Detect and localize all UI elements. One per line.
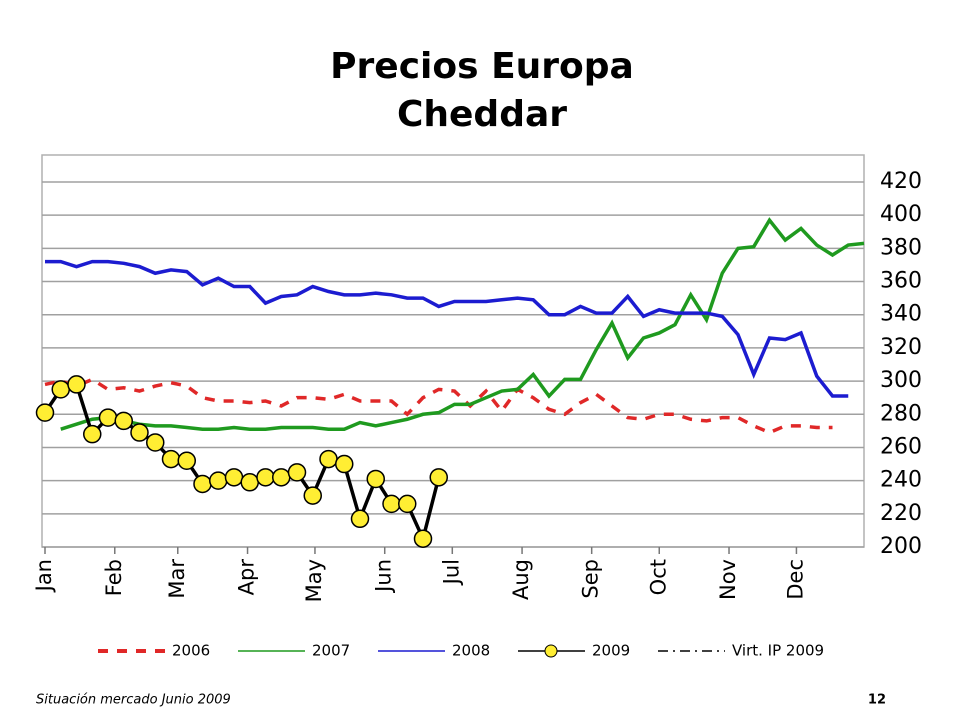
y-tick-label: 320 <box>880 335 922 360</box>
marker <box>240 473 259 492</box>
x-tick-label: Nov <box>716 559 740 600</box>
marker <box>413 529 433 548</box>
y-tick-label: 280 <box>880 401 922 426</box>
x-tick-label: Sep <box>579 559 603 599</box>
y-tick-label: 220 <box>880 501 922 526</box>
x-tick-label: Jun <box>372 559 396 594</box>
marker <box>366 469 385 489</box>
x-tick-label: Oct <box>646 559 670 595</box>
marker <box>209 471 228 490</box>
marker <box>335 454 354 474</box>
y-tick-label: 340 <box>880 302 922 327</box>
marker <box>114 411 133 431</box>
legend-label: 2006 <box>172 642 210 660</box>
marker <box>193 474 212 494</box>
series-line <box>43 382 441 544</box>
y-tick-label: 400 <box>880 202 922 227</box>
series-line <box>60 217 865 431</box>
marker <box>35 403 55 422</box>
legend-label: 2007 <box>312 642 350 660</box>
marker <box>256 468 275 487</box>
x-tick-label: Feb <box>102 559 126 596</box>
marker <box>287 463 307 482</box>
marker <box>319 449 338 469</box>
marker <box>382 494 401 514</box>
y-tick-label: 260 <box>880 434 922 459</box>
x-tick-label: May <box>302 559 326 602</box>
y-tick-label: 380 <box>880 235 922 260</box>
marker <box>51 380 70 399</box>
y-tick-label: 240 <box>880 468 922 493</box>
x-tick-label: Jul <box>439 559 463 586</box>
marker <box>130 423 149 442</box>
x-tick-label: Apr <box>235 559 259 596</box>
page-number: 12 <box>868 693 886 708</box>
marker <box>161 449 181 469</box>
plot-frame <box>41 154 865 548</box>
chart-subtitle: Cheddar <box>397 94 567 135</box>
legend-label: 2008 <box>452 642 490 660</box>
chart-title: Precios Europa <box>330 46 634 87</box>
legend-label: 2009 <box>592 642 630 660</box>
x-tick-label: Mar <box>165 559 189 599</box>
y-tick-label: 200 <box>880 534 922 559</box>
y-tick-label: 360 <box>880 269 922 294</box>
y-tick-label: 420 <box>880 169 922 194</box>
marker <box>272 468 291 487</box>
marker <box>398 494 417 514</box>
marker <box>177 451 196 470</box>
marker <box>429 468 448 487</box>
marker <box>67 375 86 394</box>
series-line <box>45 259 849 398</box>
x-tick-label: Jan <box>32 559 56 593</box>
marker <box>303 486 322 505</box>
y-tick-label: 300 <box>880 368 922 393</box>
marker <box>83 424 102 444</box>
marker <box>224 468 244 487</box>
x-tick-label: Aug <box>509 559 533 600</box>
marker <box>146 433 165 452</box>
marker <box>350 509 370 529</box>
footer: Situación mercado Junio 2009 <box>36 693 231 708</box>
legend-marker <box>544 644 558 658</box>
marker <box>98 408 118 427</box>
series-line <box>44 377 833 435</box>
x-tick-label: Dec <box>783 559 807 600</box>
legend-label: Virt. IP 2009 <box>732 642 824 660</box>
